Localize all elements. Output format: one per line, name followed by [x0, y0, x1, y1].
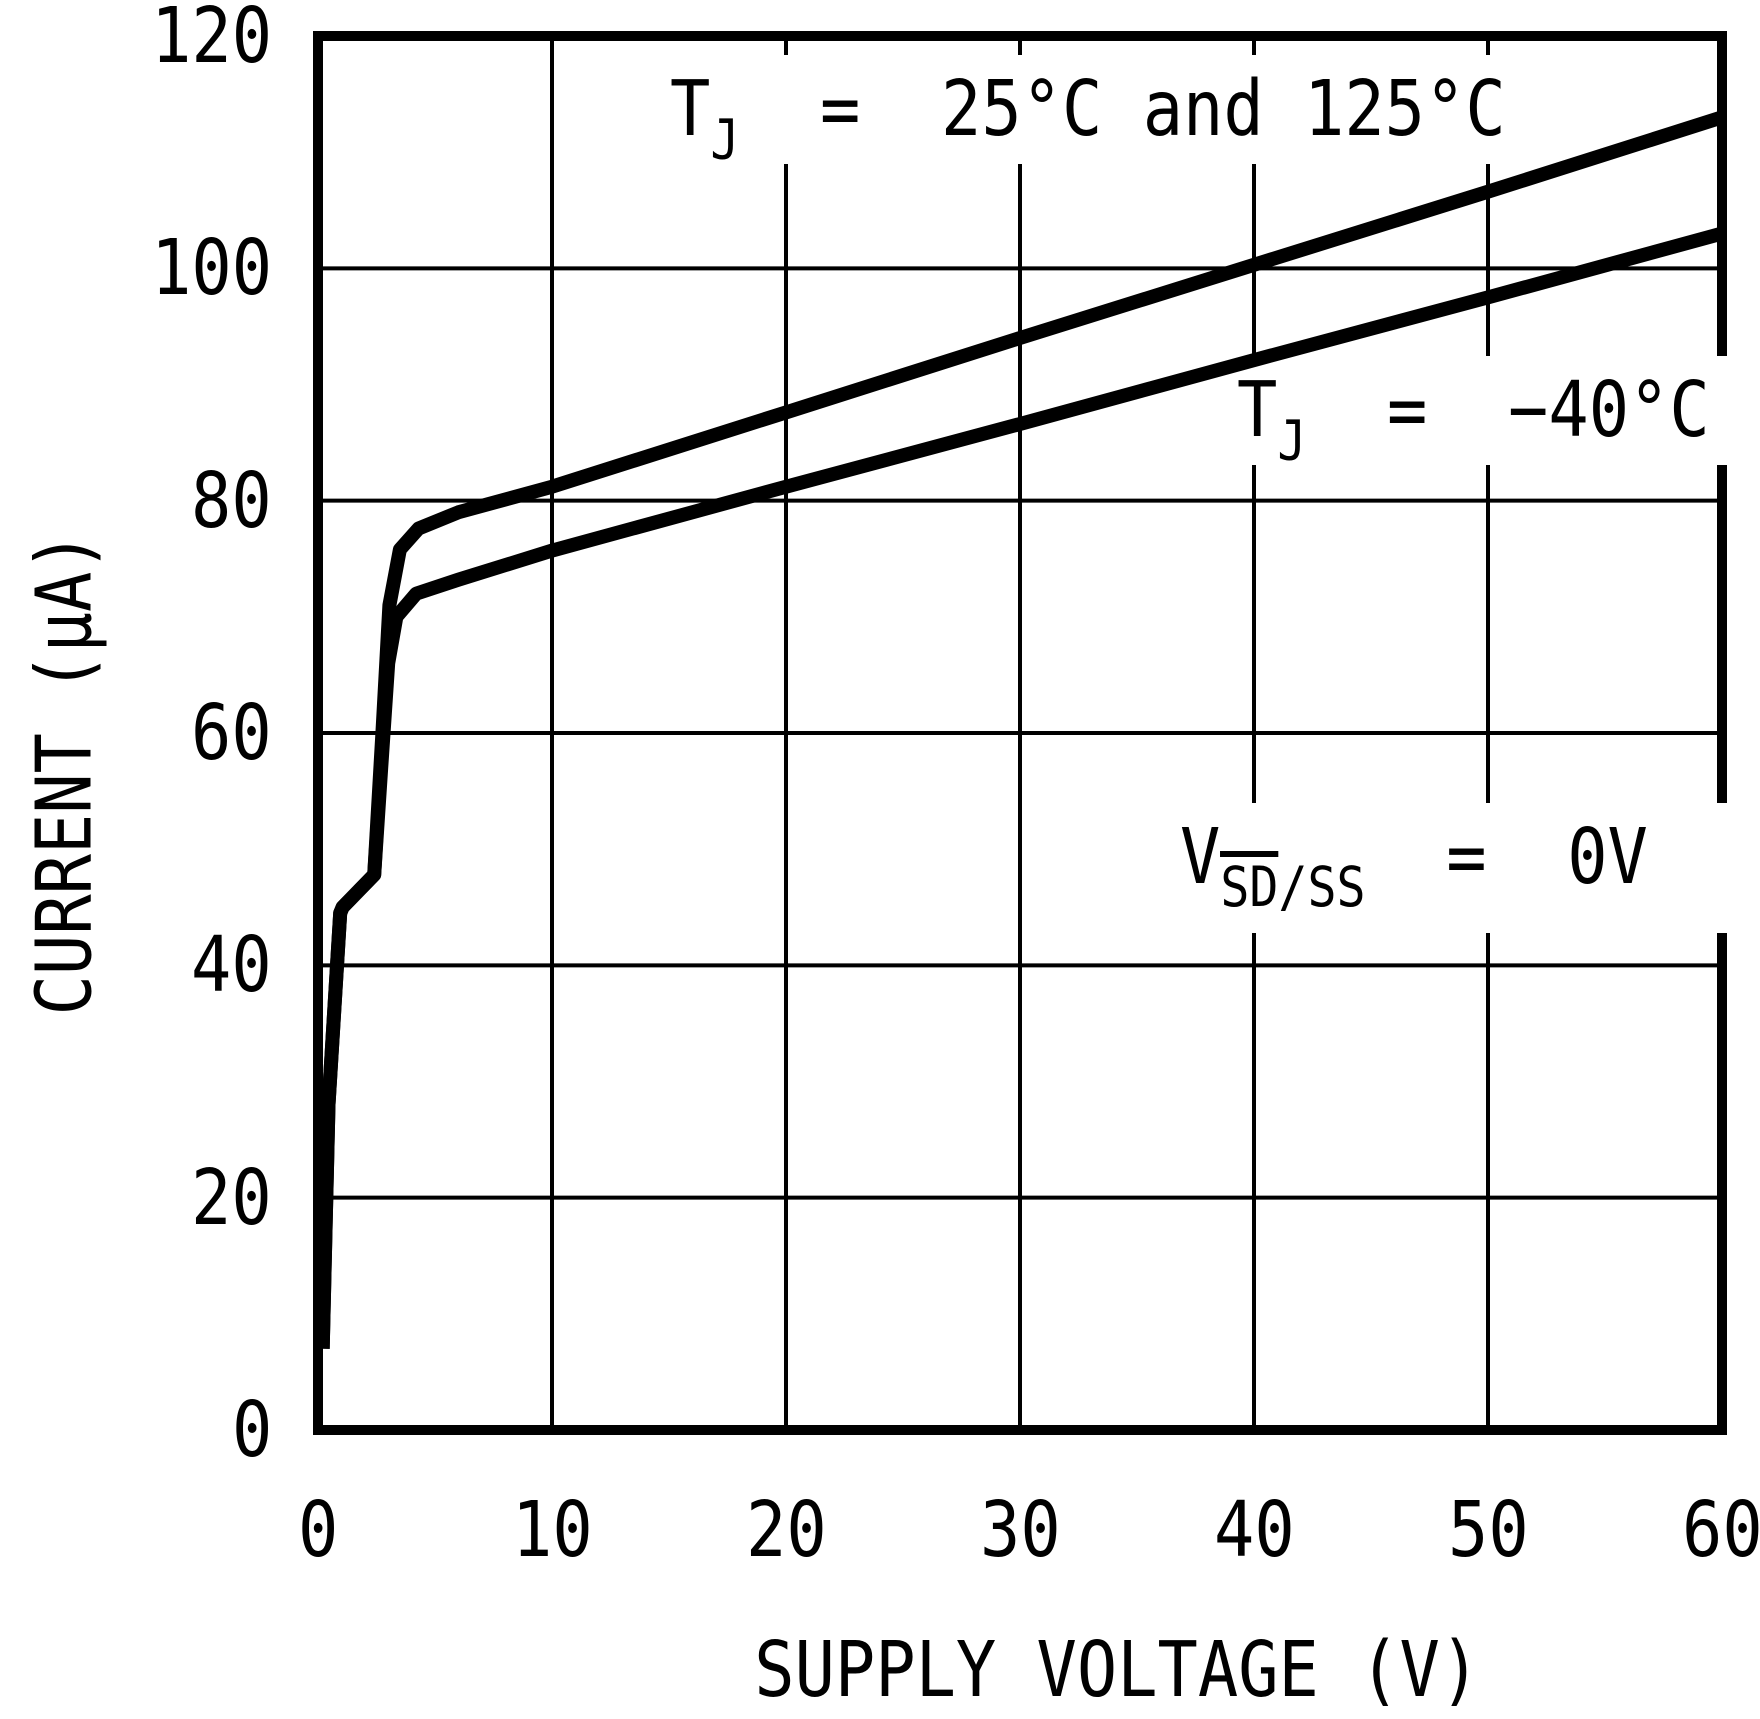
annotation-subscript: J	[710, 108, 740, 173]
x-tick-label: 60	[1681, 1486, 1760, 1575]
y-tick-label: 60	[191, 689, 272, 778]
y-tick-label: 80	[191, 456, 272, 546]
x-tick-label: 0	[297, 1486, 339, 1575]
annotation-vsdss-0v: VSD/SS = 0V	[1162, 803, 1736, 933]
x-tick-label: 20	[745, 1486, 827, 1575]
y-tick-label: 40	[191, 921, 272, 1011]
annotation-sub-text: /SS	[1278, 856, 1366, 921]
annotation-tj-minus40c: TJ = −40°C	[1219, 356, 1760, 469]
annotation-text: = −40°C	[1306, 366, 1710, 455]
annotation-text: = 25°C and 125°C	[739, 65, 1506, 154]
x-tick-label: 50	[1447, 1486, 1529, 1575]
x-axis-title: SUPPLY VOLTAGE (V)	[754, 1626, 1481, 1715]
y-tick-label: 120	[151, 0, 272, 81]
y-axis-title: CURRENT (μA)	[20, 531, 110, 1016]
annotation-subscript: SD/SS	[1220, 851, 1366, 921]
overline-sd: SD	[1220, 851, 1279, 916]
annotation-tj-25c-and-125c: TJ = 25°C and 125°C	[652, 55, 1649, 168]
y-tick-label: 0	[231, 1386, 272, 1475]
annotation-text: = 0V	[1365, 813, 1648, 902]
x-tick-label: 30	[979, 1486, 1061, 1575]
y-tick-label: 20	[191, 1153, 272, 1243]
annotation-main: T	[1237, 366, 1278, 455]
x-tick-label: 10	[511, 1486, 593, 1575]
annotation-main: V	[1180, 813, 1221, 902]
y-tick-label: 100	[151, 224, 272, 314]
x-tick-label: 40	[1213, 1486, 1295, 1575]
annotation-subscript: J	[1277, 409, 1307, 474]
annotation-main: T	[670, 65, 711, 154]
